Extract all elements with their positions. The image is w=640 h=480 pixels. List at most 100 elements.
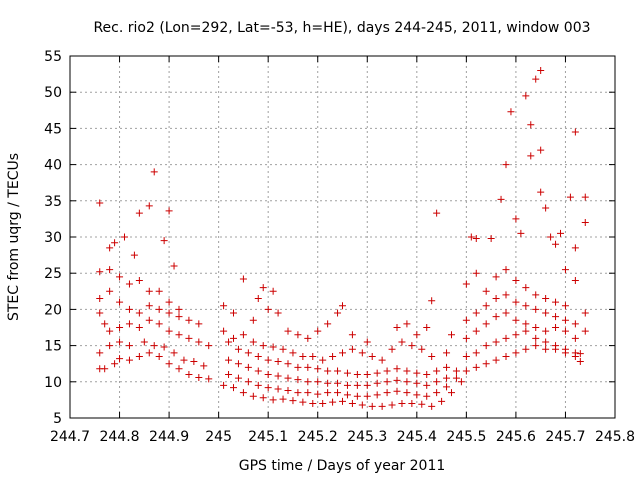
data-point — [413, 391, 421, 399]
data-point — [368, 402, 376, 410]
data-point — [225, 338, 233, 346]
data-point — [363, 381, 371, 389]
data-point — [225, 356, 233, 364]
data-point — [125, 280, 133, 288]
data-point — [522, 92, 530, 100]
data-point — [314, 327, 322, 335]
data-point — [373, 391, 381, 399]
data-point — [353, 392, 361, 400]
data-point — [423, 371, 431, 379]
data-point — [234, 345, 242, 353]
data-point — [254, 367, 262, 375]
data-point — [284, 386, 292, 394]
data-point — [403, 320, 411, 328]
data-point — [150, 168, 158, 176]
data-point — [175, 365, 183, 373]
data-point — [160, 343, 168, 351]
data-point — [462, 367, 470, 375]
data-point — [482, 302, 490, 310]
data-point — [249, 338, 257, 346]
data-point — [249, 392, 257, 400]
data-point — [532, 342, 540, 350]
data-point — [398, 400, 406, 408]
data-point — [512, 298, 520, 306]
data-point — [403, 367, 411, 375]
data-point — [566, 193, 574, 201]
data-point — [428, 402, 436, 410]
data-point — [512, 349, 520, 357]
data-point — [443, 383, 451, 391]
data-point — [552, 240, 560, 248]
data-point — [552, 313, 560, 321]
x-tick-label: 245.6 — [496, 429, 536, 445]
data-point — [487, 234, 495, 242]
x-tick-label: 245.5 — [446, 429, 486, 445]
data-point — [423, 392, 431, 400]
data-point — [581, 219, 589, 227]
data-point — [185, 334, 193, 342]
data-point — [373, 379, 381, 387]
data-point — [383, 389, 391, 397]
data-point — [274, 372, 282, 380]
data-point — [363, 338, 371, 346]
data-point — [482, 342, 490, 350]
data-point — [319, 400, 327, 408]
data-point — [135, 324, 143, 331]
data-point — [462, 334, 470, 342]
data-point — [125, 342, 133, 350]
data-point — [452, 374, 460, 382]
data-point — [408, 400, 416, 408]
y-tick-label: 20 — [44, 302, 62, 318]
data-point — [492, 273, 500, 281]
data-point — [244, 349, 252, 357]
data-point — [259, 394, 267, 402]
data-point — [125, 320, 133, 328]
data-point — [512, 276, 520, 284]
data-point — [334, 389, 342, 397]
data-point — [383, 378, 391, 386]
data-point — [542, 345, 550, 353]
data-point — [319, 356, 327, 364]
data-point — [96, 199, 104, 207]
y-tick-label: 15 — [44, 339, 62, 355]
data-point — [393, 387, 401, 395]
data-point — [542, 309, 550, 317]
x-tick-label: 245.1 — [248, 429, 288, 445]
data-points — [96, 66, 589, 410]
data-point — [423, 381, 431, 389]
data-point — [239, 331, 247, 339]
data-point — [388, 401, 396, 409]
y-tick-label: 50 — [44, 85, 62, 101]
data-point — [269, 287, 277, 295]
x-tick-labels: 244.7 244.8 244.9 245 245.1 245.2 245.3 245.4 24… — [50, 429, 635, 445]
data-point — [180, 356, 188, 364]
data-point — [472, 269, 480, 277]
data-point — [244, 378, 252, 386]
data-point — [532, 75, 540, 83]
data-point — [101, 320, 109, 328]
y-tick-label: 40 — [44, 158, 62, 174]
data-point — [373, 369, 381, 377]
data-point — [125, 356, 133, 364]
data-point — [552, 342, 560, 350]
data-point — [482, 287, 490, 295]
y-tick-labels: 5 10 15 20 25 30 35 40 45 50 55 — [44, 49, 62, 427]
data-point — [116, 298, 124, 306]
data-point — [522, 327, 530, 335]
data-point — [383, 367, 391, 375]
x-tick-label: 245.3 — [347, 429, 387, 445]
data-point — [309, 352, 317, 360]
data-point — [368, 352, 376, 360]
data-point — [358, 349, 366, 357]
data-point — [304, 389, 312, 397]
y-tick-label: 55 — [44, 49, 62, 65]
data-point — [160, 237, 168, 245]
data-point — [561, 266, 569, 274]
data-point — [443, 374, 451, 382]
data-point — [348, 400, 356, 408]
data-point — [314, 378, 322, 386]
data-point — [111, 239, 119, 247]
data-point — [165, 309, 173, 317]
data-point — [363, 371, 371, 379]
data-point — [145, 302, 153, 310]
